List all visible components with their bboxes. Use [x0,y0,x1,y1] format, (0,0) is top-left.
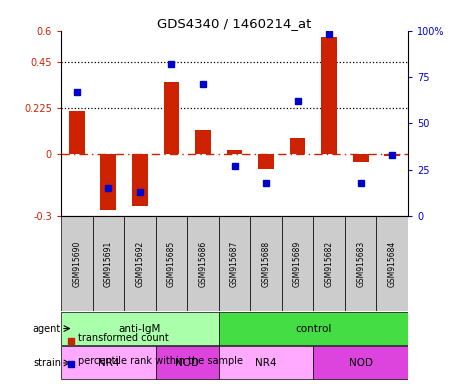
Text: GSM915690: GSM915690 [72,240,81,287]
Bar [100,154,116,210]
Bar [258,154,274,169]
FancyBboxPatch shape [377,216,408,311]
Text: GSM915686: GSM915686 [198,240,207,287]
Bar [321,37,337,154]
Text: GSM915687: GSM915687 [230,240,239,287]
FancyBboxPatch shape [156,346,219,379]
FancyBboxPatch shape [345,216,377,311]
Bar [164,82,179,154]
Text: GSM915692: GSM915692 [136,240,144,287]
Text: GSM915684: GSM915684 [388,240,397,287]
Bar [195,129,211,154]
FancyBboxPatch shape [282,216,313,311]
FancyBboxPatch shape [61,346,156,379]
Text: GSM915683: GSM915683 [356,240,365,287]
Bar [385,154,400,156]
Text: GSM915689: GSM915689 [293,240,302,287]
Bar [227,150,242,154]
Text: GSM915685: GSM915685 [167,240,176,287]
FancyBboxPatch shape [250,216,282,311]
FancyBboxPatch shape [61,312,219,345]
FancyBboxPatch shape [219,346,313,379]
FancyBboxPatch shape [61,216,92,311]
Text: anti-IgM: anti-IgM [119,324,161,334]
Bar [290,138,305,154]
FancyBboxPatch shape [313,216,345,311]
Text: NOD: NOD [349,358,373,368]
Text: strain: strain [33,358,61,368]
Text: GSM915682: GSM915682 [325,241,333,287]
Bar [69,111,84,154]
FancyBboxPatch shape [92,216,124,311]
FancyBboxPatch shape [313,346,408,379]
Text: NR4: NR4 [98,358,119,368]
FancyBboxPatch shape [124,216,156,311]
Text: transformed count: transformed count [78,333,169,343]
Text: GSM915688: GSM915688 [262,241,271,287]
Text: GSM915691: GSM915691 [104,240,113,287]
FancyBboxPatch shape [187,216,219,311]
FancyBboxPatch shape [219,216,250,311]
Text: NOD: NOD [175,358,199,368]
Text: agent: agent [33,324,61,334]
Bar [132,154,148,206]
Text: GDS4340 / 1460214_at: GDS4340 / 1460214_at [157,17,312,30]
Text: NR4: NR4 [255,358,277,368]
Text: control: control [295,324,332,334]
Bar [353,154,369,162]
Text: percentile rank within the sample: percentile rank within the sample [78,356,243,366]
FancyBboxPatch shape [219,312,408,345]
FancyBboxPatch shape [156,216,187,311]
